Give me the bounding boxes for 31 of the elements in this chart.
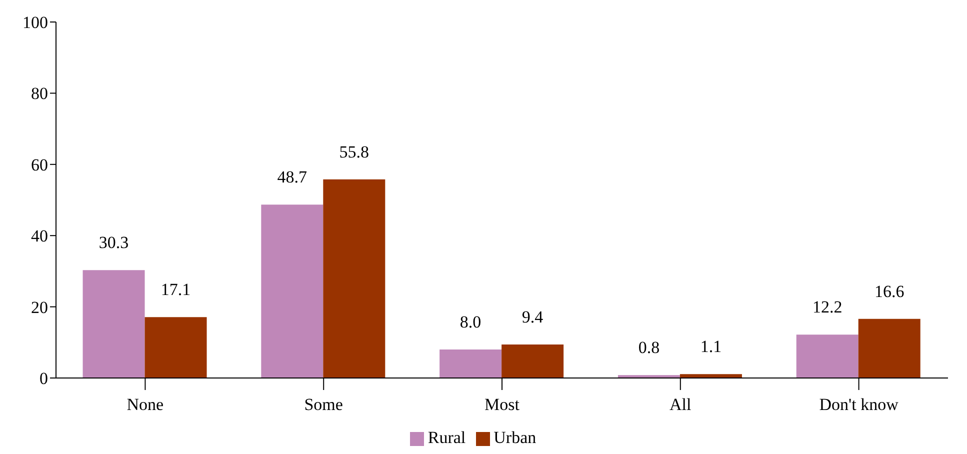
data-label: 12.2 <box>812 298 842 317</box>
data-label: 55.8 <box>339 142 370 162</box>
bar <box>858 318 920 378</box>
bar <box>796 334 858 378</box>
data-label: 48.7 <box>277 168 308 187</box>
bar <box>261 204 324 378</box>
y-tick-label: 0 <box>40 369 48 388</box>
data-label: 16.6 <box>874 282 904 301</box>
y-tick-label: 100 <box>22 13 48 32</box>
y-tick-label: 20 <box>31 298 48 317</box>
data-label: 0.8 <box>638 338 660 358</box>
bar <box>440 350 502 378</box>
x-tick-label: Don't know <box>819 395 900 414</box>
x-tick-label: Most <box>484 395 520 414</box>
y-tick-label: 60 <box>31 155 48 174</box>
data-label: 30.3 <box>98 233 129 252</box>
data-label: 9.4 <box>522 308 544 327</box>
y-tick-label: 80 <box>31 84 48 104</box>
data-label: 8.0 <box>460 312 482 332</box>
x-tick-label: None <box>126 395 164 414</box>
bar <box>323 179 386 378</box>
legend-label: Rural <box>428 428 466 447</box>
bar <box>502 344 564 378</box>
x-tick-label: Some <box>304 395 343 414</box>
bar <box>144 317 207 378</box>
bar <box>82 270 145 378</box>
legend-label: Urban <box>494 428 536 447</box>
y-tick-label: 40 <box>31 226 48 246</box>
data-label: 1.1 <box>700 337 722 356</box>
x-tick-label: All <box>670 395 692 414</box>
data-label: 17.1 <box>160 280 191 300</box>
